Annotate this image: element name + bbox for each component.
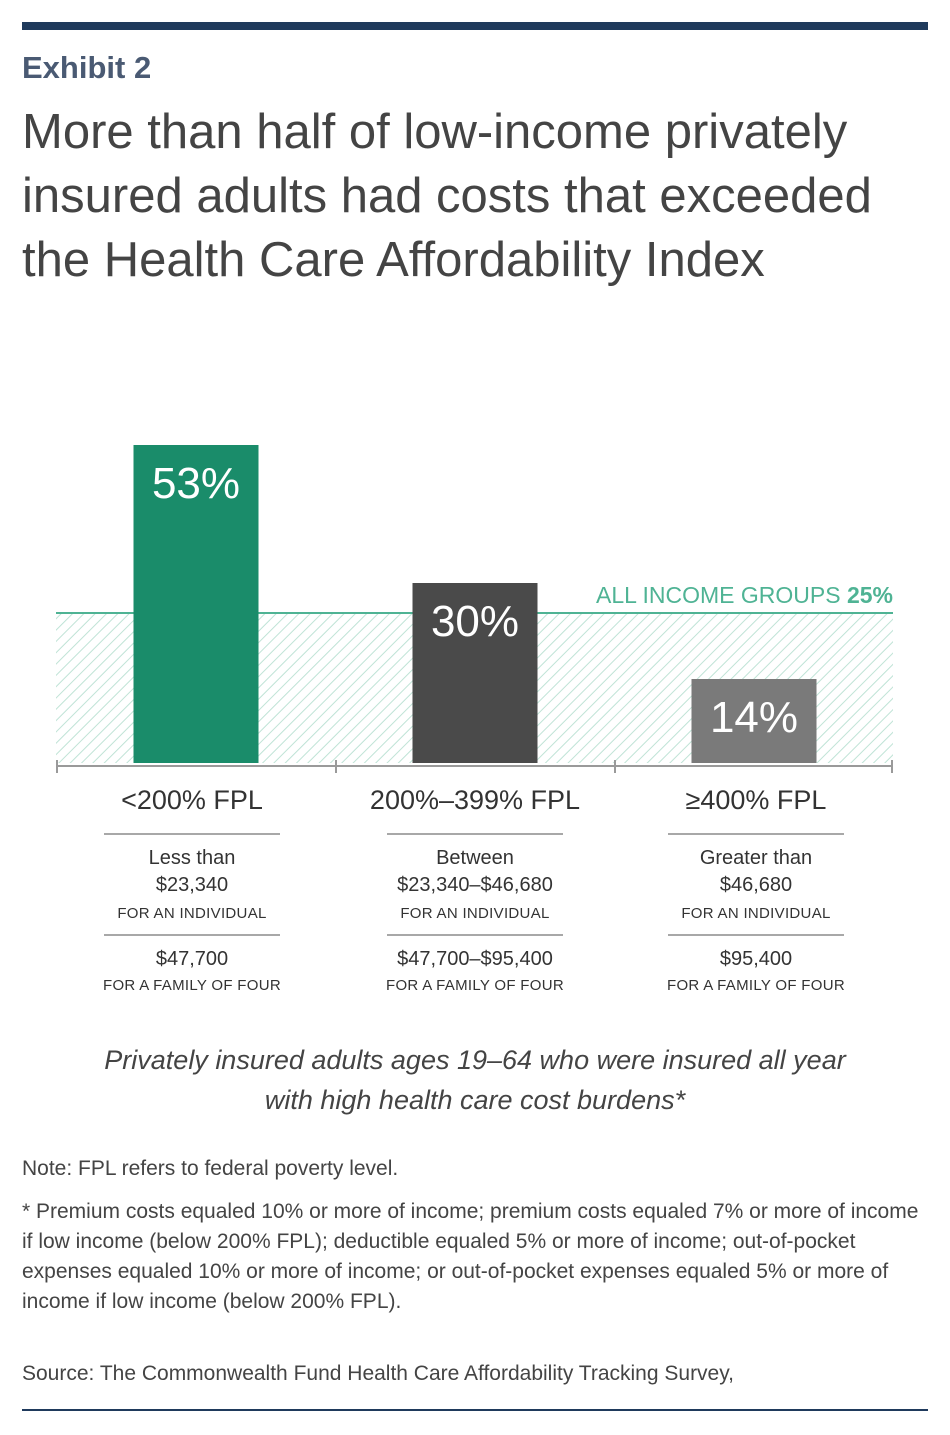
category-block-1: <200% FPL Less than $23,340 FOR AN INDIV… — [52, 780, 332, 995]
divider — [387, 934, 563, 936]
category-label: 200%–399% FPL — [369, 785, 581, 815]
family-label: FOR A FAMILY OF FOUR — [103, 977, 281, 994]
subtitle-line-1: Privately insured adults ages 19–64 who … — [104, 1045, 846, 1075]
divider — [104, 833, 280, 835]
category-label: ≥400% FPL — [685, 785, 827, 815]
reference-label: ALL INCOME GROUPS 25% — [596, 582, 893, 608]
individual-label: FOR AN INDIVIDUAL — [400, 905, 550, 922]
top-rule — [22, 22, 928, 30]
subtitle-line-2: with high health care cost burdens* — [264, 1085, 686, 1115]
divider — [387, 833, 563, 835]
category-label: <200% FPL — [121, 785, 263, 815]
income-desc: Less than — [148, 847, 236, 869]
family-amount: $47,700 — [155, 948, 229, 970]
income-amount: $46,680 — [719, 874, 793, 896]
family-label: FOR A FAMILY OF FOUR — [667, 977, 845, 994]
footnote: * Premium costs equaled 10% or more of i… — [22, 1200, 919, 1313]
chart-subtitle: Privately insured adults ages 19–64 who … — [0, 1040, 950, 1120]
exhibit-label: Exhibit 2 — [22, 50, 152, 85]
bar — [412, 583, 538, 763]
income-desc: Greater than — [699, 847, 813, 869]
individual-label: FOR AN INDIVIDUAL — [681, 905, 831, 922]
family-label: FOR A FAMILY OF FOUR — [386, 977, 564, 994]
reference-value: 25% — [847, 582, 893, 608]
family-amount: $95,400 — [719, 948, 793, 970]
divider — [668, 934, 844, 936]
bar-chart: 53% 30% 14% ALL INCOME GROUPS 25% — [56, 445, 893, 773]
bottom-rule — [22, 1409, 928, 1411]
category-block-2: 200%–399% FPL Between $23,340–$46,680 FO… — [335, 780, 615, 995]
fpl-note: Note: FPL refers to federal poverty leve… — [22, 1157, 399, 1180]
individual-label: FOR AN INDIVIDUAL — [117, 905, 267, 922]
bar — [691, 679, 817, 763]
category-block-3: ≥400% FPL Greater than $46,680 FOR AN IN… — [616, 780, 896, 995]
bar-value-label: 14% — [710, 693, 798, 742]
bar — [133, 445, 259, 763]
income-amount: $23,340–$46,680 — [397, 874, 553, 896]
bar-value-label: 53% — [152, 459, 240, 508]
income-amount: $23,340 — [155, 874, 229, 896]
income-desc: Between — [436, 847, 514, 869]
bar-value-label: 30% — [431, 597, 519, 646]
divider — [104, 934, 280, 936]
divider — [668, 833, 844, 835]
chart-title: More than half of low-income privately i… — [22, 105, 872, 287]
family-amount: $47,700–$95,400 — [397, 948, 553, 970]
source-note: Source: The Commonwealth Fund Health Car… — [22, 1362, 735, 1385]
